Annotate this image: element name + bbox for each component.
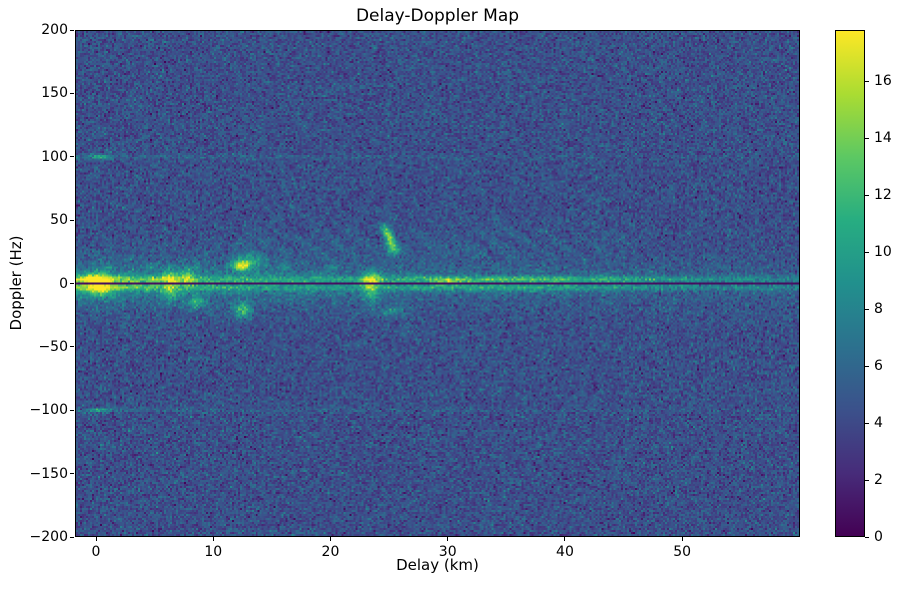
heatmap-canvas [76,31,799,536]
chart-title: Delay-Doppler Map [355,6,520,26]
x-tick [564,537,566,541]
colorbar [835,30,865,537]
y-tick-label: 150 [41,85,68,102]
y-tick [70,283,74,284]
y-tick-label: 50 [50,212,68,229]
x-tick [329,537,331,541]
x-tick-label: 10 [204,544,223,560]
colorbar-tick-label: 16 [874,73,892,90]
y-tick-label: −200 [29,529,68,545]
colorbar-tick-label: 12 [874,187,892,204]
y-tick [70,346,74,348]
y-tick [70,29,74,31]
x-tick-label: 50 [673,544,692,560]
x-tick [212,537,214,541]
y-tick-label: −50 [38,338,68,355]
colorbar-tick [865,80,869,82]
x-axis-label: Delay (km) [396,556,479,574]
colorbar-tick-label: 4 [874,415,883,432]
x-tick-label: 20 [321,544,340,560]
y-tick-label: 100 [41,148,68,165]
colorbar-tick [865,194,869,196]
colorbar-tick-label: 8 [874,301,883,318]
y-tick [70,473,74,475]
y-tick [70,219,74,221]
y-tick-label: 0 [59,275,68,292]
y-tick-label: −150 [29,465,68,482]
colorbar-tick [865,422,869,424]
colorbar-tick-label: 2 [874,472,883,489]
colorbar-tick-label: 10 [874,244,892,261]
colorbar-tick [865,365,869,367]
colorbar-tick-label: 6 [874,358,883,375]
x-tick-label: 30 [438,544,457,560]
y-tick [70,409,74,411]
y-tick-label: −100 [29,402,68,419]
colorbar-tick-label: 14 [874,130,892,147]
colorbar-tick [865,137,869,139]
plot-area [75,30,800,537]
x-tick-label: 0 [91,544,101,560]
y-tick [70,156,74,158]
x-tick [95,537,97,541]
colorbar-tick [865,536,869,538]
y-tick [70,536,74,538]
colorbar-tick [865,251,869,253]
colorbar-tick [865,479,869,481]
y-tick-label: 200 [41,22,68,38]
x-tick-label: 40 [556,544,574,560]
x-tick [447,537,449,541]
y-tick [70,92,74,94]
x-tick [681,537,683,541]
colorbar-tick-label: 0 [874,529,883,545]
colorbar-tick [865,308,869,310]
